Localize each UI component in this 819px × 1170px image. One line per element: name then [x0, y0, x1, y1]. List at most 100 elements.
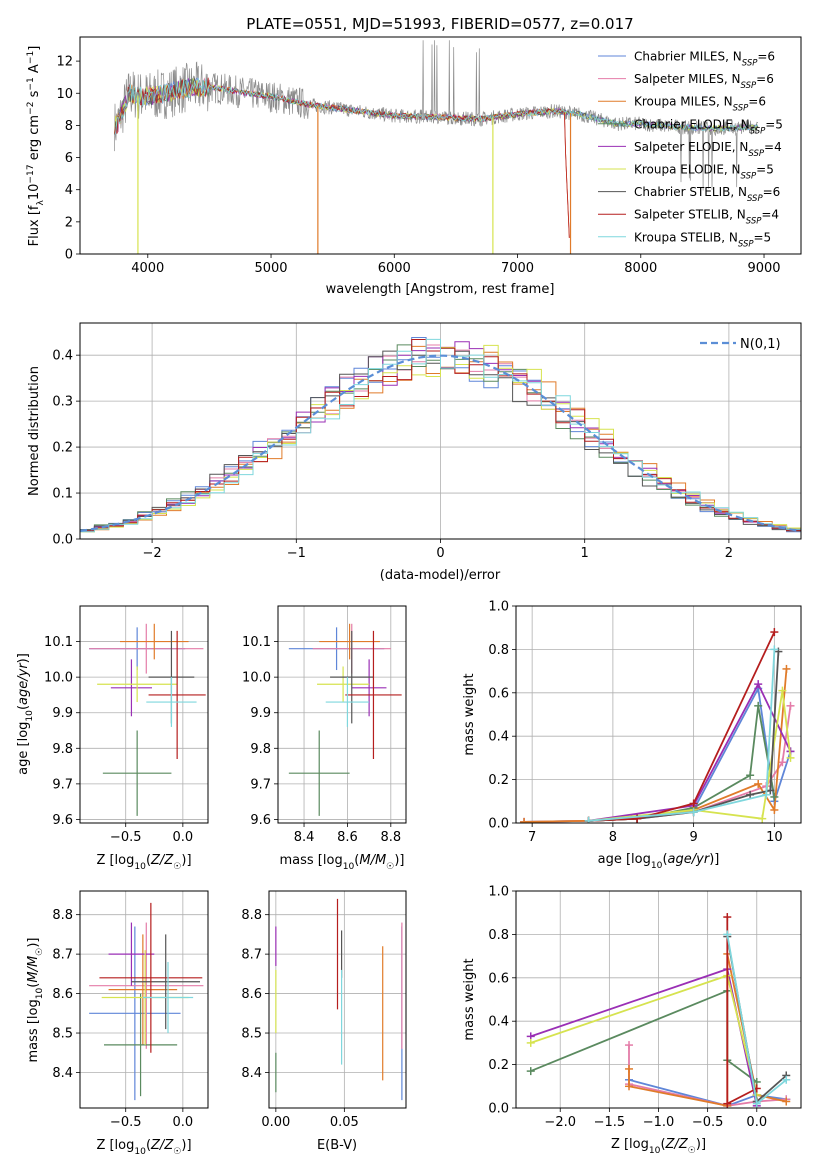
errorbar-point	[288, 730, 350, 816]
legend-entry: Chabrier STELIB, NSSP=6	[634, 185, 780, 204]
x-tick-label: −0.5	[692, 1115, 724, 1130]
errorbar-point	[319, 623, 380, 660]
y-tick-label: 0.6	[488, 686, 509, 701]
x-tick-label: 0.0	[746, 1115, 767, 1130]
x-axis-label: wavelength [Angstrom, rest frame]	[326, 282, 555, 297]
x-tick-label: −1	[287, 546, 306, 561]
y-axis-label: mass weight	[462, 673, 477, 755]
y-tick-label: 0.2	[488, 773, 509, 788]
legend-entry: N(0,1)	[740, 337, 781, 352]
axes-frame-residuals: −2 −1 0 1 2 0.0 0.1 0.2 0.3 0.4 (data-model)/error…	[27, 322, 802, 583]
axes-frame-weight_vs_age: 7 8 9 10 0.0 0.2 0.4 0.6 0.8 1.0 mass weight age [l…	[462, 600, 802, 871]
errorbar-point	[104, 993, 178, 1097]
axes-frame-weight_vs_Z: −2.0 −1.5 −1.0 −0.5 0.0 0.0 0.2 0.4 0.6 0.8 1.0 mas…	[462, 885, 802, 1156]
axes-weight_vs_Z	[516, 890, 801, 1109]
weight-series	[584, 680, 795, 823]
x-tick-label: −0.5	[110, 830, 142, 845]
plot-area-mass_vs_ebv	[275, 898, 403, 1101]
plot-area-age_vs_Z	[89, 623, 206, 816]
x-tick-label: 8	[609, 830, 617, 845]
legend: Chabrier MILES, NSSP=6 Salpeter MILES, NS…	[598, 50, 783, 249]
x-axis-label: Z [log10(Z/Z☉)]	[611, 1137, 706, 1156]
axes-frame	[268, 890, 407, 1109]
x-axis-label: (data-model)/error	[380, 568, 501, 583]
errorbar-point	[89, 926, 181, 1101]
plot-area-spectrum	[114, 40, 759, 254]
legend-entry: Kroupa MILES, NSSP=6	[634, 95, 766, 114]
y-tick-label: 8.6	[241, 987, 262, 1002]
y-tick-label: 0.0	[488, 1102, 509, 1117]
weight-series	[526, 986, 761, 1086]
x-tick-label: 8000	[624, 261, 657, 276]
plot-area-weight_vs_age	[520, 628, 795, 823]
weight-series-line	[588, 705, 776, 822]
legend-entry: Salpeter MILES, NSSP=6	[634, 72, 774, 91]
y-axis-label: Flux [fλ10−17 erg cm−2 s−1 A−1]	[26, 46, 46, 247]
errorbar-point	[97, 666, 178, 703]
axes-frame	[79, 890, 209, 1109]
axes-spectrum	[114, 40, 759, 254]
y-tick-label: 0.1	[52, 487, 73, 502]
y-axis-label: mass [log10(M/M☉)]	[26, 938, 45, 1063]
y-tick-label: 8	[65, 119, 73, 134]
axes-frame-age_vs_Z: −0.5 0.0 9.6 9.7 9.8 9.9 10.0 10.1 Z [log10(Z/Z☉…	[16, 605, 209, 872]
y-tick-label: 4	[65, 183, 73, 198]
y-tick-label: 0.8	[488, 643, 509, 658]
legend-entry: Salpeter ELODIE, NSSP=4	[634, 140, 782, 159]
axes-frame	[277, 605, 407, 824]
y-tick-label: 2	[65, 215, 73, 230]
y-tick-label: 6	[65, 151, 73, 166]
y-axis-label: mass weight	[462, 958, 477, 1040]
y-tick-label: 10	[56, 87, 73, 102]
axes-frame-age_vs_mass: 8.4 8.6 8.8 9.6 9.7 9.8 9.9 10.0 10.1 mass [log10…	[242, 605, 407, 872]
x-axis-label: Z [log10(Z/Z☉)]	[96, 1138, 191, 1157]
y-tick-label: 0.0	[488, 817, 509, 832]
y-tick-label: 8.8	[52, 908, 73, 923]
axes-mass_vs_ebv	[269, 891, 406, 1108]
weight-series-line	[530, 967, 758, 1106]
x-axis-label: age [log10(age/yr)]	[598, 852, 720, 871]
y-tick-label: 9.9	[250, 706, 271, 721]
x-axis-label: mass [log10(M/M☉)]	[280, 853, 405, 872]
axes-residuals	[80, 323, 801, 540]
weight-series	[520, 701, 795, 823]
x-tick-label: 9000	[747, 261, 780, 276]
plot-area-mass_vs_Z	[89, 902, 204, 1101]
y-tick-label: 0.2	[52, 441, 73, 456]
axes-age_vs_Z	[80, 606, 208, 823]
y-tick-label: 8.8	[241, 908, 262, 923]
y-tick-label: 9.8	[250, 742, 271, 757]
errorbar-point	[351, 659, 387, 717]
legend-entry: Chabrier ELODIE, NSSP=5	[634, 117, 783, 136]
y-tick-label: 1.0	[488, 885, 509, 900]
axes-frame-mass_vs_ebv: 0.00 0.05 8.4 8.5 8.6 8.7 8.8 E(B-V)	[241, 890, 407, 1153]
x-tick-label: 8.6	[337, 830, 358, 845]
errorbar-point	[330, 630, 374, 724]
y-tick-label: 1.0	[488, 600, 509, 615]
y-tick-label: 0.4	[488, 1015, 509, 1030]
y-tick-label: 8.4	[241, 1066, 262, 1081]
chart-title: PLATE=0551, MJD=51993, FIBERID=0577, z=0…	[246, 15, 633, 33]
x-tick-label: 6000	[378, 261, 411, 276]
errorbar-point	[345, 630, 402, 759]
x-tick-label: 1	[581, 546, 589, 561]
errorbar-point	[131, 934, 200, 1030]
x-tick-label: 8.4	[294, 830, 315, 845]
axes-frame-mass_vs_Z: −0.5 0.0 8.4 8.5 8.6 8.7 8.8 Z [log10(Z/Z☉)] mas…	[26, 890, 209, 1157]
x-axis-label: E(B-V)	[317, 1138, 357, 1153]
errorbar-point	[142, 962, 194, 1034]
x-tick-label: 8.8	[380, 830, 401, 845]
weight-series-line	[628, 1078, 787, 1107]
y-axis-label: Normed distribution	[27, 366, 42, 496]
y-tick-label: 0.0	[52, 533, 73, 548]
y-tick-label: 10.1	[44, 635, 73, 650]
x-tick-label: −2.0	[544, 1115, 576, 1130]
y-tick-label: 0.6	[488, 971, 509, 986]
y-tick-label: 0.4	[52, 349, 73, 364]
plot-area-age_vs_mass	[288, 623, 402, 816]
x-tick-label: 10	[766, 830, 783, 845]
errorbar-point	[99, 902, 203, 1053]
model-spectrum-line	[114, 77, 570, 238]
weight-series-line	[524, 685, 792, 823]
